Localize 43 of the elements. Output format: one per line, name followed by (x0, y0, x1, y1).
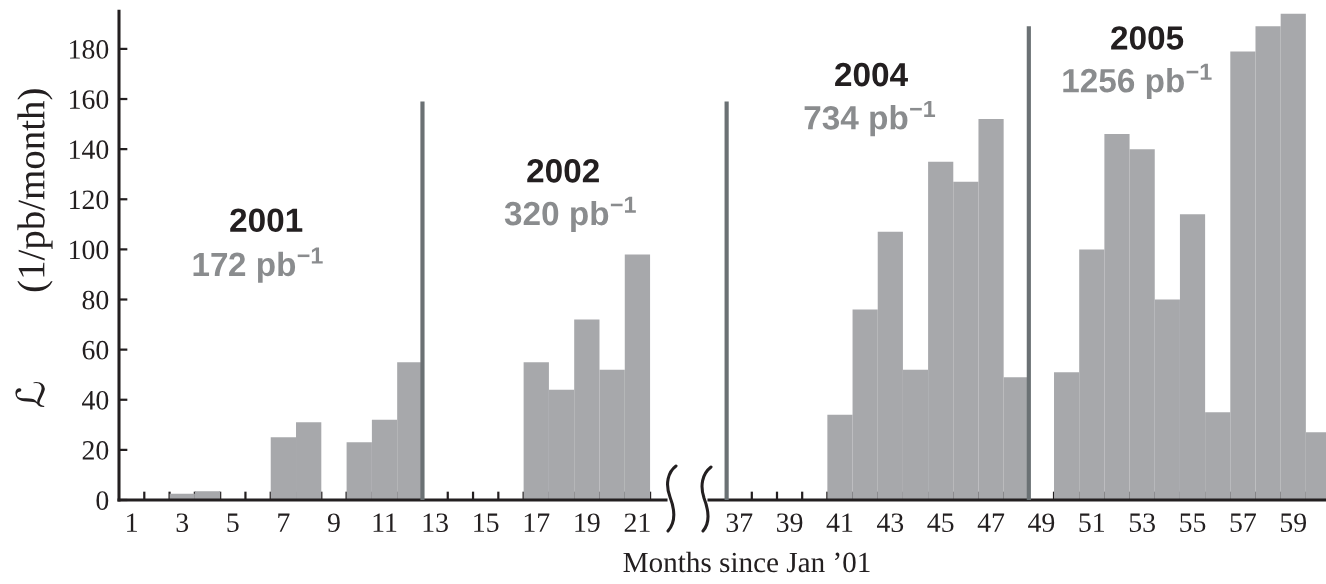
x-tick-label: 55 (1180, 513, 1206, 533)
annotation: 1256 pb$^{−1}$ (1063, 63, 1212, 100)
x-tick-label: 15 (474, 513, 499, 533)
y-tick-label: 80 (82, 290, 109, 310)
x-tick-label: 39 (777, 513, 803, 533)
x-tick-label: 21 (624, 513, 650, 532)
x-tick-label: 45 (927, 513, 954, 533)
x-tick-label: 11 (373, 513, 397, 532)
x-axis-title: Months since Jan ’01 (623, 551, 870, 573)
y-tick-label: 160 (70, 90, 109, 109)
x-tick-label: 57 (1230, 513, 1256, 533)
x-tick-label: 7 (278, 513, 290, 532)
annotation: 2001 (230, 208, 303, 233)
y-axis-title: ℒ (1/pb/month) (15, 89, 53, 408)
x-tick-label: 47 (977, 513, 1005, 532)
annotation: 320 pb$^{−1}$ (504, 196, 636, 232)
x-tick-label: 51 (1079, 513, 1105, 533)
x-tick-label: 43 (876, 513, 904, 533)
y-tick-label: 120 (70, 190, 109, 210)
annotation: 2002 (527, 159, 599, 183)
x-tick-label: 3 (176, 513, 189, 533)
y-tick-label: 100 (70, 240, 109, 260)
annotation: 2004 (835, 62, 908, 87)
x-tick-label: 5 (227, 513, 239, 533)
y-tick-label: 40 (82, 390, 109, 410)
annotation: 2005 (1111, 26, 1184, 50)
x-tick-label: 49 (1028, 513, 1055, 533)
y-tick-label: 0 (96, 491, 109, 510)
y-tick-label: 60 (82, 340, 109, 360)
x-tick-label: 59 (1280, 513, 1307, 533)
x-tick-label: 9 (327, 513, 340, 533)
annotation: 734 pb$^{−1}$ (804, 100, 936, 137)
x-tick-label: 19 (575, 513, 600, 533)
x-tick-label: 53 (1129, 513, 1155, 533)
x-tick-label: 13 (423, 513, 448, 533)
x-tick-label: 1 (127, 513, 137, 532)
x-tick-label: 17 (524, 513, 550, 532)
x-tick-label: 37 (726, 513, 753, 533)
x-tick-label: 41 (826, 513, 853, 532)
annotation: 172 pb$^{−1}$ (193, 247, 323, 283)
y-tick-label: 180 (70, 40, 109, 59)
y-tick-label: 140 (70, 140, 109, 160)
y-tick-label: 20 (82, 441, 109, 460)
